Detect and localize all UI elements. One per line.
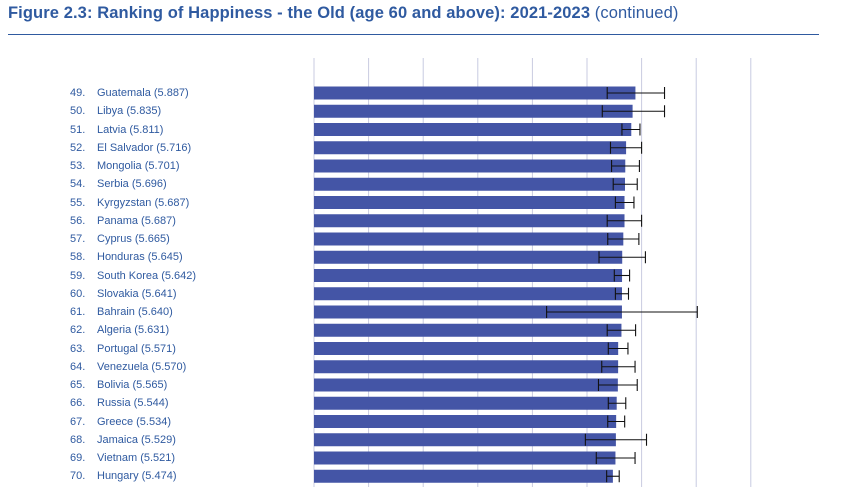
country-label-list: 49. Guatemala (5.887) 50. Libya (5.835) 51. L… [0, 0, 300, 487]
country-name-score: Russia (5.544) [97, 397, 169, 410]
bar-hungary [314, 469, 613, 483]
row-label-portugal: 63. Portugal (5.571) [70, 342, 176, 356]
row-label-serbia: 54. Serbia (5.696) [70, 177, 167, 191]
bar-portugal [314, 342, 619, 355]
country-name-score: Venezuela (5.570) [97, 360, 187, 373]
rank-number: 55. [70, 196, 86, 209]
rank-number: 64. [70, 360, 86, 373]
country-name-score: Honduras (5.645) [97, 251, 183, 264]
row-label-guatemala: 49. Guatemala (5.887) [70, 86, 189, 100]
country-name-score: South Korea (5.642) [97, 269, 197, 282]
bar-bolivia [314, 378, 618, 392]
bar-serbia [314, 177, 626, 191]
row-label-south-korea: 59. South Korea (5.642) [70, 269, 196, 283]
row-label-latvia: 51. Latvia (5.811) [70, 123, 163, 137]
row-label-algeria: 62. Algeria (5.631) [70, 323, 169, 337]
row-label-bahrain: 61. Bahrain (5.640) [70, 305, 173, 319]
country-name-score: Latvia (5.811) [97, 123, 164, 136]
rank-number: 70. [70, 470, 86, 483]
country-name-score: Panama (5.687) [97, 214, 176, 227]
country-name-score: Greece (5.534) [97, 415, 171, 428]
rank-number: 63. [70, 342, 86, 355]
country-name-score: Libya (5.835) [97, 105, 162, 118]
rank-number: 57. [70, 233, 86, 245]
rank-number: 54. [70, 178, 86, 191]
row-label-jamaica: 68. Jamaica (5.529) [70, 433, 176, 447]
bar-algeria [314, 323, 622, 337]
rank-number: 53. [70, 160, 86, 172]
bar-slovakia [314, 287, 622, 301]
rank-number: 49. [70, 87, 86, 99]
bar-panama [314, 214, 625, 228]
row-label-bolivia: 65. Bolivia (5.565) [70, 378, 167, 392]
rank-number: 66. [70, 397, 86, 410]
rank-number: 60. [70, 287, 86, 300]
country-name-score: Jamaica (5.529) [97, 433, 176, 446]
bar-mongolia [314, 159, 626, 173]
country-name-score: Kyrgyzstan (5.687) [97, 196, 190, 209]
figure-title: Figure 2.3: Ranking of Happiness - the O… [8, 4, 678, 23]
bar-russia [314, 396, 617, 410]
row-label-russia: 66. Russia (5.544) [70, 396, 169, 410]
bar-honduras [314, 250, 623, 264]
row-label-kyrgyzstan: 55. Kyrgyzstan (5.687) [70, 196, 189, 210]
rank-number: 59. [70, 269, 86, 282]
row-label-greece: 67. Greece (5.534) [70, 415, 171, 429]
country-name-score: Cyprus (5.665) [97, 233, 170, 245]
bar-cyprus [314, 232, 624, 246]
rank-number: 51. [70, 123, 86, 136]
row-label-hungary: 70. Hungary (5.474) [70, 469, 177, 483]
country-name-score: El Salvador (5.716) [97, 141, 192, 154]
bar-venezuela [314, 360, 619, 374]
country-name-score: Portugal (5.571) [97, 342, 176, 355]
row-label-el-salvador: 52. El Salvador (5.716) [70, 141, 191, 155]
bar-kyrgyzstan [314, 196, 625, 209]
country-name-score: Guatemala (5.887) [97, 87, 189, 99]
rank-number: 67. [70, 415, 86, 428]
title-divider [8, 34, 819, 35]
country-name-score: Mongolia (5.701) [97, 160, 180, 172]
bar-libya [314, 104, 633, 118]
rank-number: 50. [70, 105, 86, 118]
country-name-score: Slovakia (5.641) [97, 287, 177, 300]
bar-bahrain [314, 305, 622, 319]
row-label-vietnam: 69. Vietnam (5.521) [70, 451, 175, 465]
rank-number: 61. [70, 306, 86, 318]
row-label-cyprus: 57. Cyprus (5.665) [70, 232, 170, 246]
bar-south-korea [314, 269, 623, 282]
rank-number: 58. [70, 251, 86, 264]
row-label-slovakia: 60. Slovakia (5.641) [70, 287, 177, 301]
country-name-score: Bahrain (5.640) [97, 306, 173, 318]
bar-latvia [314, 123, 632, 136]
row-label-panama: 56. Panama (5.687) [70, 214, 176, 228]
row-label-mongolia: 53. Mongolia (5.701) [70, 159, 180, 173]
row-label-honduras: 58. Honduras (5.645) [70, 250, 183, 264]
row-label-venezuela: 64. Venezuela (5.570) [70, 360, 186, 374]
country-name-score: Hungary (5.474) [97, 470, 177, 483]
country-name-score: Algeria (5.631) [97, 324, 170, 337]
rank-number: 56. [70, 214, 86, 227]
country-name-score: Bolivia (5.565) [97, 379, 168, 391]
rank-number: 65. [70, 379, 86, 391]
bar-jamaica [314, 433, 616, 447]
country-name-score: Serbia (5.696) [97, 178, 167, 191]
figure-title-suffix: (continued) [594, 4, 679, 22]
rank-number: 68. [70, 433, 86, 446]
rank-number: 62. [70, 324, 86, 337]
bar-greece [314, 415, 617, 428]
bar-el-salvador [314, 141, 627, 155]
bar-guatemala [314, 86, 636, 100]
rank-number: 69. [70, 452, 86, 464]
figure-title-main: Figure 2.3: Ranking of Happiness - the O… [8, 4, 591, 22]
rank-number: 52. [70, 141, 86, 154]
row-label-libya: 50. Libya (5.835) [70, 104, 161, 118]
country-name-score: Vietnam (5.521) [97, 452, 176, 464]
bar-vietnam [314, 451, 616, 465]
